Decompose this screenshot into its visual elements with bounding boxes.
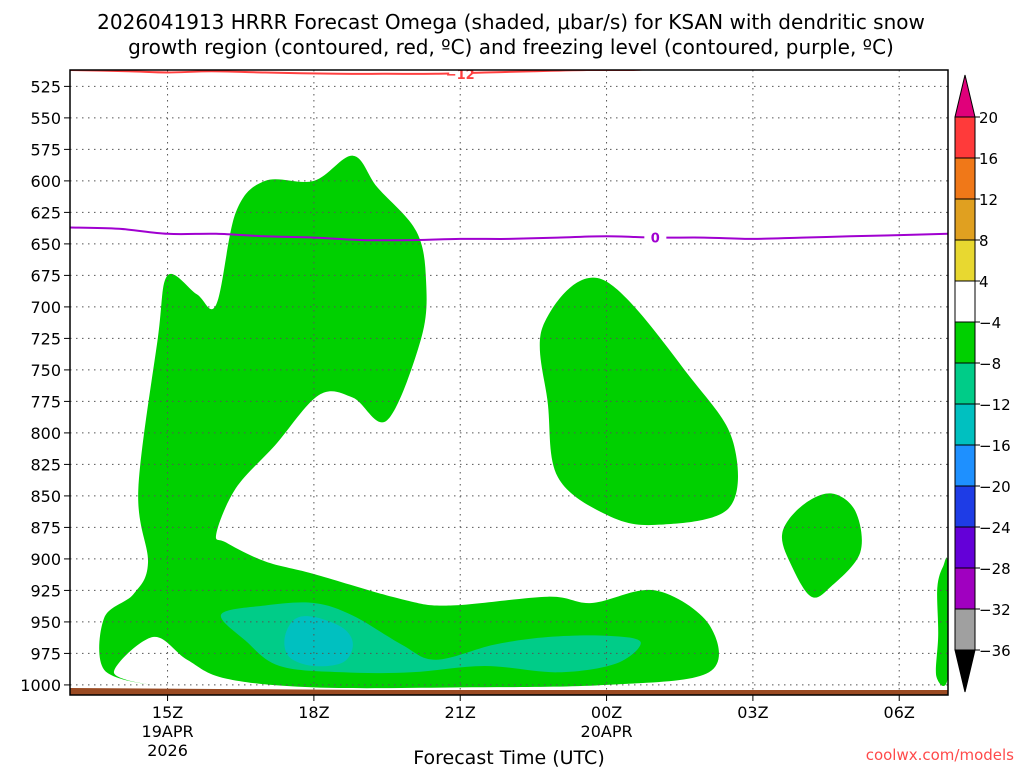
y-tick-label: 1000	[20, 676, 61, 695]
colorbar-label: 16	[979, 150, 998, 168]
y-tick-label: 875	[30, 518, 61, 537]
colorbar-bin	[954, 485, 976, 528]
colorbar-label: 12	[979, 191, 998, 209]
colorbar-bin	[954, 116, 976, 159]
colorbar-bin	[954, 157, 976, 200]
x-tick-label: 00Z	[591, 703, 622, 722]
colorbar-bin	[954, 280, 976, 323]
colorbar-label: −24	[979, 519, 1011, 537]
x-tick-label: 15Z	[152, 703, 183, 722]
colorbar-label: 4	[979, 273, 989, 291]
y-tick-label: 675	[30, 266, 61, 285]
freezing-level-0	[70, 226, 948, 242]
colorbar-label: −4	[979, 314, 1001, 332]
ground-fill	[70, 687, 948, 695]
x-tick-date: 19APR	[142, 722, 194, 741]
colorbar-bin	[954, 444, 976, 487]
freezing-level-0-label-bg	[644, 229, 667, 246]
x-tick-year: 2026	[147, 741, 188, 760]
y-tick-label: 650	[30, 235, 61, 254]
colorbar-label: −32	[979, 601, 1011, 619]
y-tick-label: 775	[30, 392, 61, 411]
y-axis: 525 550 575 600 625 650 675 700 725 750 775 800 825 8…	[20, 77, 70, 695]
chart-title-line1: 2026041913 HRRR Forecast Omega (shaded, …	[97, 10, 925, 34]
y-tick-label: 975	[30, 644, 61, 663]
omega-ascent-main	[99, 155, 719, 689]
x-tick-label: 03Z	[737, 703, 768, 722]
x-tick-label: 18Z	[298, 703, 329, 722]
y-tick-label: 750	[30, 361, 61, 380]
y-tick-label: 800	[30, 424, 61, 443]
colorbar: 20 16 12 8 4 −4 −8 −12 −16 −20 −24 −28 −32 −36	[954, 74, 1011, 693]
credit-text: coolwx.com/models	[866, 746, 1014, 764]
y-tick-label: 600	[30, 172, 61, 191]
colorbar-label: −28	[979, 560, 1011, 578]
omega-shading	[99, 155, 948, 689]
y-tick-label: 825	[30, 455, 61, 474]
dendritic-growth-minus12-label-bg	[449, 70, 472, 82]
colorbar-label: −8	[979, 355, 1001, 373]
freezing-level-0-label: 0	[651, 232, 660, 247]
colorbar-label: −16	[979, 437, 1011, 455]
omega-ascent-evening	[539, 277, 738, 526]
x-tick-label: 21Z	[445, 703, 476, 722]
x-axis-title: Forecast Time (UTC)	[413, 747, 604, 768]
y-tick-label: 550	[30, 109, 61, 128]
colorbar-bin	[954, 526, 976, 569]
colorbar-bin	[954, 608, 976, 651]
grid-lines	[70, 70, 948, 695]
y-tick-label: 700	[30, 298, 61, 317]
y-tick-label: 625	[30, 203, 61, 222]
y-tick-label: 950	[30, 613, 61, 632]
omega-ascent-edge	[935, 557, 948, 686]
chart-title-line2: growth region (contoured, red, ºC) and f…	[128, 35, 894, 59]
colorbar-top-arrow	[954, 74, 976, 118]
colorbar-label: −12	[979, 396, 1011, 414]
colorbar-bin	[954, 321, 976, 364]
ground-strip	[70, 687, 948, 695]
plot-frame	[69, 69, 949, 696]
y-tick-label: 925	[30, 581, 61, 600]
colorbar-bottom-arrow	[954, 649, 976, 693]
colorbar-bin	[954, 403, 976, 446]
y-tick-label: 725	[30, 329, 61, 348]
omega-ascent-minus12	[284, 616, 353, 667]
x-tick-date: 20APR	[581, 722, 633, 741]
y-tick-label: 900	[30, 550, 61, 569]
y-tick-label: 850	[30, 487, 61, 506]
colorbar-label: 20	[979, 109, 998, 127]
colorbar-bin	[954, 239, 976, 282]
colorbar-bin	[954, 362, 976, 405]
colorbar-bin	[954, 198, 976, 241]
y-tick-label: 575	[30, 140, 61, 159]
colorbar-label: −20	[979, 478, 1011, 496]
colorbar-bin	[954, 567, 976, 610]
dendritic-growth-minus12-label: −12	[446, 68, 475, 83]
y-tick-label: 525	[30, 77, 61, 96]
colorbar-label: −36	[979, 642, 1011, 660]
x-tick-label: 06Z	[884, 703, 915, 722]
colorbar-label: 8	[979, 232, 989, 250]
omega-ascent-late	[781, 493, 862, 598]
